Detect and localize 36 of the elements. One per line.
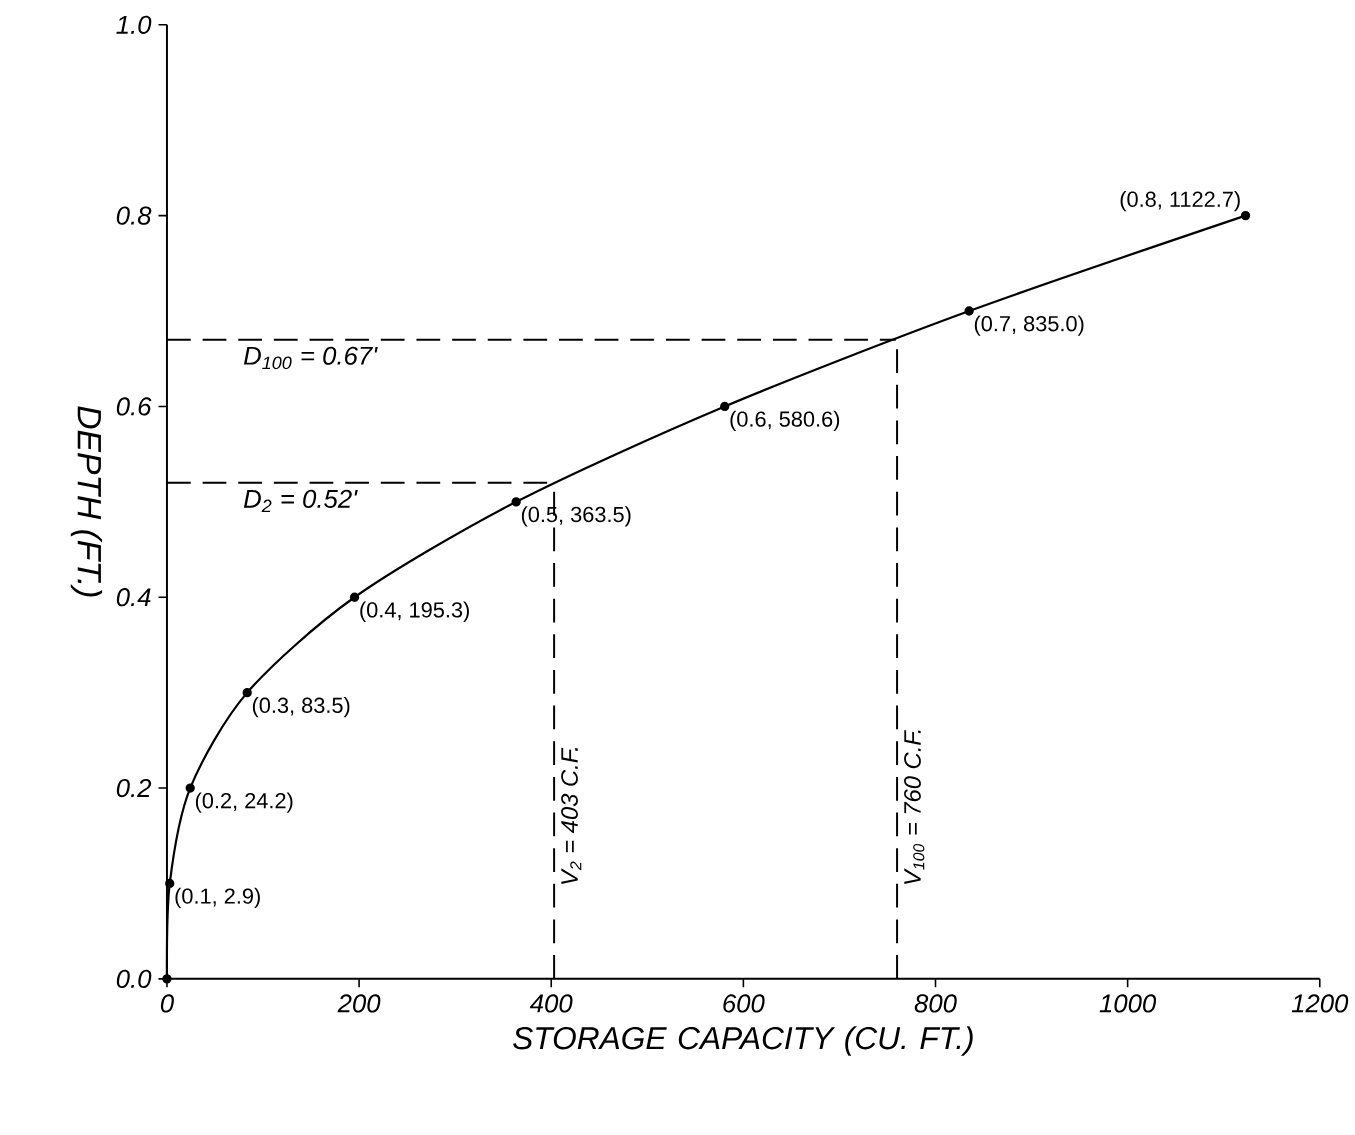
point [349, 592, 360, 602]
point [162, 974, 172, 984]
x-tick-label: 1000 [1099, 994, 1157, 1013]
y-tick-label: 0.0 [116, 969, 152, 989]
y-tick-label: 0.2 [116, 778, 152, 798]
x-axis-title: STORAGE CAPACITY (CU. FT.) [513, 1026, 973, 1056]
point [511, 497, 521, 507]
y-tick-label: 0.8 [116, 206, 152, 225]
point [720, 401, 730, 412]
x-tick-label: 0 [160, 994, 174, 1013]
x-tick-label: 400 [529, 994, 573, 1013]
y-axis-title: DEPTH (FT.) [70, 406, 103, 597]
point [964, 306, 974, 316]
x-tick-label: 1200 [1291, 994, 1349, 1013]
data-label: (0.7, 835.0) [974, 315, 1084, 336]
y-tick-label: 0.6 [116, 397, 152, 416]
data-label: (0.6, 580.6) [730, 410, 840, 432]
data-label: (0.5, 363.5) [521, 506, 631, 527]
ref-line-label: D$_{100}$ = 0.67' [243, 346, 378, 370]
point [185, 783, 195, 793]
data-label: (0.8, 1122.7) [1120, 191, 1240, 212]
x-tick-label: 600 [723, 994, 765, 1013]
x-tick-label: 800 [914, 994, 957, 1013]
point [165, 878, 175, 889]
point [242, 688, 252, 698]
ref-line-label: D$_{2}$ = 0.52' [243, 489, 358, 513]
ref-line-label: V$_{100}$ = 760 C.F. [904, 730, 925, 884]
data-label: (0.4, 195.3) [360, 601, 469, 622]
point [1240, 211, 1251, 221]
data-label: (0.1, 2.9) [175, 887, 260, 909]
y-tick-label: 1.0 [116, 15, 152, 34]
y-tick-label: 0.4 [116, 588, 151, 607]
data-label: (0.2, 24.2) [195, 792, 293, 813]
ref-line-label: V$_{2}$ = 403 C.F. [561, 747, 582, 884]
data-label: (0.3, 83.5) [252, 697, 350, 718]
x-tick-label: 200 [337, 994, 381, 1013]
